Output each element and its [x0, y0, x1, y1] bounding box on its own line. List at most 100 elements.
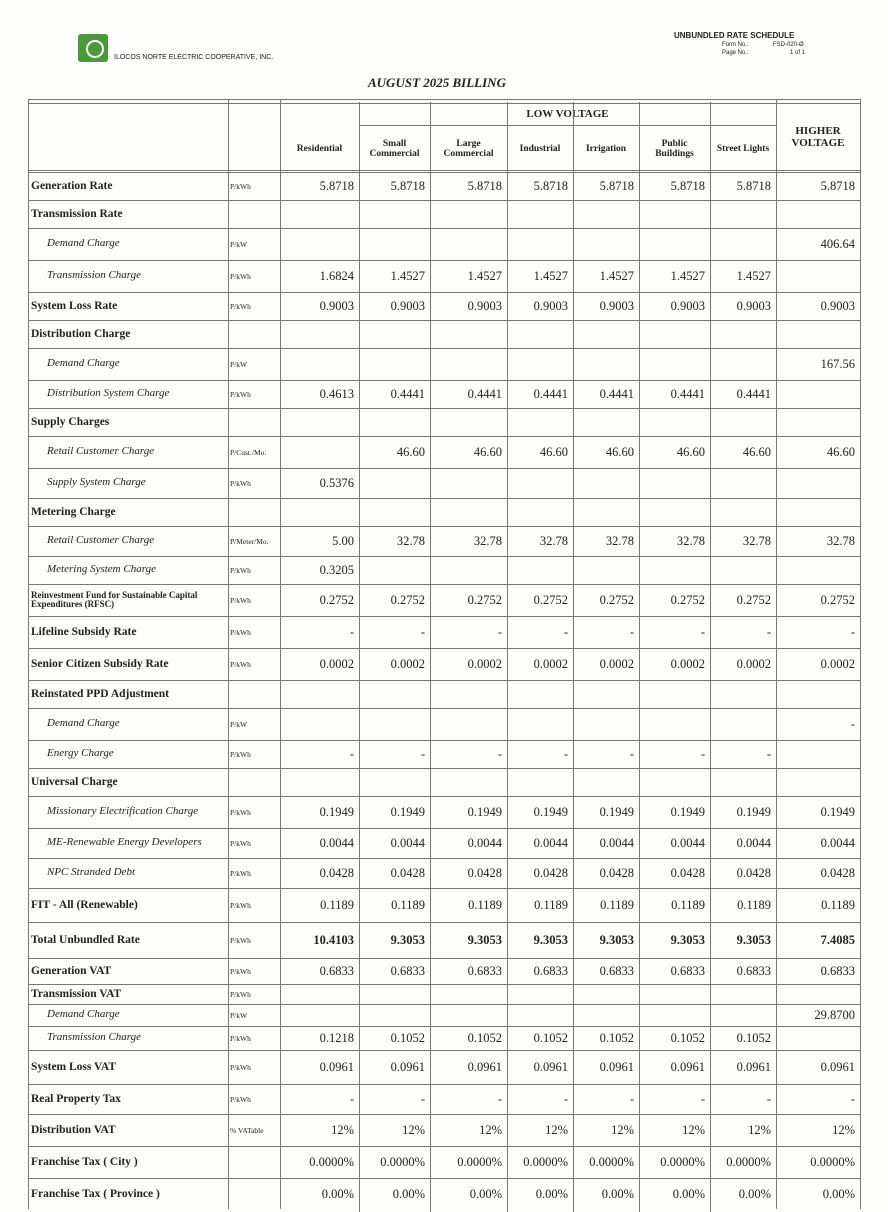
rate-value: 0.0000% — [523, 1154, 568, 1169]
row-label: System Loss Rate — [31, 299, 118, 312]
rate-value: 167.56 — [820, 356, 855, 371]
unit: P/kWh — [230, 1094, 251, 1104]
row-label: Distribution VAT — [31, 1123, 116, 1136]
row-label: Retail Customer Charge — [47, 534, 155, 547]
rate-value: 0.0002 — [820, 656, 855, 671]
row-line — [28, 228, 860, 229]
rate-value: 0.0002 — [319, 656, 354, 671]
rate-value: 5.8718 — [820, 178, 855, 193]
column-header: HIGHER VOLTAGE — [791, 125, 845, 149]
rate-value: 0.9003 — [736, 298, 771, 313]
rate-value: 0.1949 — [736, 804, 771, 819]
row-label: Retail Customer Charge — [47, 445, 155, 458]
row-label: Generation Rate — [31, 179, 113, 192]
rate-value: 9.3053 — [533, 932, 568, 947]
rate-value: 0.6833 — [390, 963, 425, 978]
rate-value: 0.1052 — [533, 1030, 568, 1045]
unit: P/kWh — [230, 627, 251, 637]
rate-value: 1.4527 — [467, 268, 502, 283]
rate-value: 0.0044 — [467, 835, 502, 850]
rate-value: 5.8718 — [319, 178, 354, 193]
rate-value: 0.0428 — [533, 865, 568, 880]
rate-value: 0.0002 — [467, 656, 502, 671]
row-label: FIT - All (Renewable) — [31, 898, 138, 911]
row-line — [28, 1050, 860, 1051]
column-header: Street Lights — [716, 143, 770, 154]
rate-value: - — [349, 624, 354, 639]
rate-value: 0.6833 — [736, 963, 771, 978]
rate-value: 0.4613 — [319, 386, 354, 401]
row-line — [28, 436, 860, 437]
rate-value: 0.0428 — [820, 865, 855, 880]
rate-value: 0.0000% — [457, 1154, 502, 1169]
rate-value: 12% — [545, 1122, 568, 1137]
rate-value: - — [766, 746, 771, 761]
unit: P/kWh — [230, 565, 251, 575]
header-bottom — [28, 170, 860, 171]
row-label: Reinvestment Fund for Sustainable Capita… — [31, 589, 198, 609]
rate-value: 1.4527 — [736, 268, 771, 283]
rate-value: 32.78 — [742, 533, 771, 548]
rate-value: 0.1189 — [737, 897, 771, 912]
row-line — [28, 958, 860, 959]
rate-value: 5.8718 — [467, 178, 502, 193]
rate-value: 0.0961 — [820, 1059, 855, 1074]
rate-value: 0.2752 — [820, 592, 855, 607]
rate-value: 9.3053 — [599, 932, 634, 947]
rate-value: - — [497, 746, 502, 761]
rate-value: 0.0000% — [309, 1154, 354, 1169]
rate-value: - — [629, 624, 634, 639]
rate-value: 5.8718 — [670, 178, 705, 193]
rate-value: - — [850, 1091, 855, 1106]
rate-value: 0.0428 — [736, 865, 771, 880]
row-line — [28, 796, 860, 797]
rate-value: - — [349, 746, 354, 761]
row-line — [28, 526, 860, 527]
rate-value: 0.4441 — [736, 386, 771, 401]
rate-value: 0.5376 — [319, 475, 354, 490]
column-line — [639, 102, 640, 1212]
rate-value: 1.4527 — [670, 268, 705, 283]
row-line — [28, 498, 860, 499]
rate-value: 0.2752 — [599, 592, 634, 607]
unit: P/Meter/Mo. — [230, 536, 269, 546]
rate-value: 0.00% — [601, 1186, 634, 1201]
rate-value: 0.0000% — [589, 1154, 634, 1169]
rate-value: 0.3205 — [319, 562, 354, 577]
row-label: System Loss VAT — [31, 1060, 116, 1073]
unit: P/kWh — [230, 595, 251, 605]
rate-value: 0.0961 — [390, 1059, 425, 1074]
rate-value: 1.4527 — [390, 268, 425, 283]
row-label: Transmission Rate — [31, 207, 123, 220]
rate-value: 32.78 — [396, 533, 425, 548]
row-line — [28, 1026, 860, 1027]
row-line — [28, 408, 860, 409]
rate-value: 0.1189 — [821, 897, 855, 912]
row-label: Generation VAT — [31, 964, 112, 977]
rate-value: 0.0961 — [670, 1059, 705, 1074]
row-line — [28, 1004, 860, 1005]
rate-value: 0.9003 — [390, 298, 425, 313]
rate-value: - — [700, 746, 705, 761]
rate-value: 0.2752 — [390, 592, 425, 607]
rate-value: 12% — [331, 1122, 354, 1137]
column-line — [573, 102, 574, 1212]
unit: P/kWh — [230, 900, 251, 910]
rate-value: 0.0044 — [820, 835, 855, 850]
row-line — [28, 708, 860, 709]
rate-value: 0.0000% — [380, 1154, 425, 1169]
rate-value: 12% — [832, 1122, 855, 1137]
rate-value: 0.00% — [738, 1186, 771, 1201]
page-label: Page No.: — [722, 50, 749, 56]
rate-value: 46.60 — [473, 444, 502, 459]
rate-value: 0.00% — [822, 1186, 855, 1201]
row-line — [28, 292, 860, 293]
rate-value: 0.1052 — [670, 1030, 705, 1045]
row-label: Metering System Charge — [47, 563, 156, 576]
rate-value: 32.78 — [676, 533, 705, 548]
unit: P/Cust./Mo. — [230, 447, 267, 457]
row-line — [28, 768, 860, 769]
row-label: Total Unbundled Rate — [31, 933, 140, 946]
rate-value: 0.1052 — [390, 1030, 425, 1045]
rate-value: - — [563, 746, 568, 761]
